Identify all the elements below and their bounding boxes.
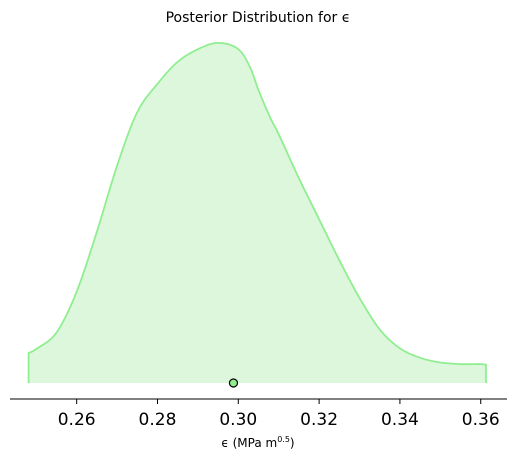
x-axis-ticks: 0.26 0.28 0.30 0.32 0.34 0.36: [58, 399, 500, 430]
density-curve: [27, 41, 487, 383]
x-axis-label-close: ): [290, 436, 295, 450]
point-estimate-marker: [228, 378, 239, 388]
x-tick-label: 0.36: [462, 410, 500, 430]
x-tick-label: 0.26: [58, 410, 96, 430]
x-tick-label: 0.34: [381, 410, 419, 430]
x-tick-label: 0.30: [219, 410, 257, 430]
plot-area: [27, 41, 487, 388]
chart-title: Posterior Distribution for ϵ: [166, 10, 351, 26]
x-axis-label: ϵ (MPa m0.5): [221, 435, 294, 450]
x-axis-label-superscript: 0.5: [277, 435, 290, 444]
x-axis-label-main: ϵ (MPa m: [221, 436, 277, 450]
x-tick-label: 0.28: [139, 410, 177, 430]
density-area: [28, 42, 486, 384]
x-tick-label: 0.32: [300, 410, 338, 430]
